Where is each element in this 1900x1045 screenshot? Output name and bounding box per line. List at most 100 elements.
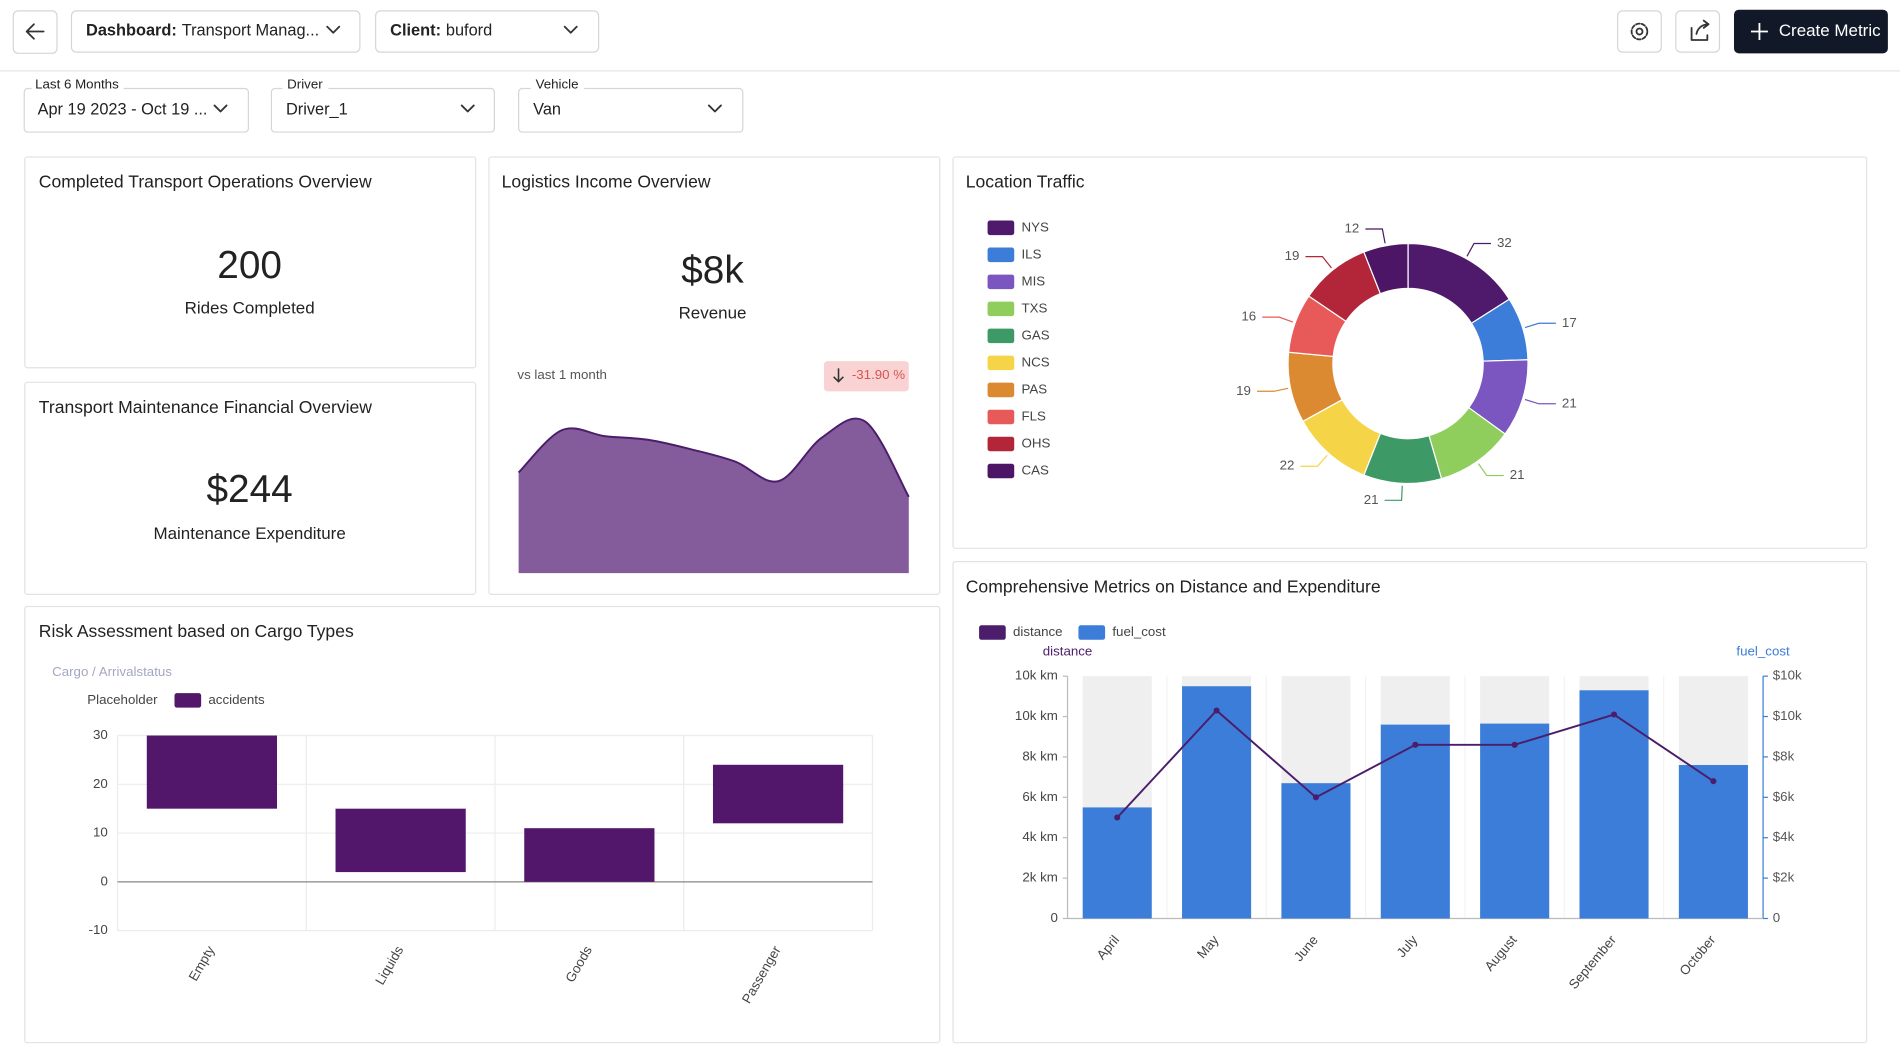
- y-axis-title: distance: [1043, 643, 1093, 658]
- client-label: Client:: [390, 22, 441, 40]
- dashboard-label: Dashboard:: [86, 22, 177, 40]
- legend-label: PAS: [1021, 381, 1047, 396]
- bar: [1182, 686, 1252, 919]
- driver-filter-box[interactable]: [270, 87, 495, 133]
- legend-swatch: [174, 693, 202, 708]
- y-tick-label: 8k km: [1022, 748, 1058, 763]
- settings-button-box[interactable]: [1617, 10, 1662, 53]
- create-metric-box[interactable]: [1733, 9, 1888, 54]
- line-point: [1114, 814, 1121, 821]
- chevron-icon: [326, 25, 341, 34]
- legend-swatch: [987, 301, 1015, 317]
- leader-line: [1524, 322, 1556, 329]
- change-value: -31.90 %: [852, 367, 905, 382]
- down-arrow-icon: [833, 368, 844, 383]
- settings-button[interactable]: [1617, 10, 1662, 53]
- legend-label: ILS: [1021, 246, 1041, 261]
- y2-axis-title: fuel_cost: [1736, 643, 1790, 658]
- filter-label: Last 6 Months: [35, 76, 119, 91]
- legend-swatch: [987, 220, 1015, 236]
- vehicle-filter-box[interactable]: [518, 87, 744, 133]
- client-select[interactable]: Client: buford: [375, 10, 600, 53]
- line-point: [1312, 794, 1319, 801]
- line-point: [1412, 741, 1419, 748]
- bar: [1380, 724, 1450, 919]
- data-label: 22: [1280, 458, 1295, 473]
- leader-line: [1365, 228, 1386, 244]
- y-tick-label: 6k km: [1022, 789, 1058, 804]
- y-tick-label: 0: [1050, 910, 1057, 925]
- y2-tick-label: $6k: [1773, 789, 1795, 804]
- kpi-card: [24, 156, 477, 369]
- kpi-card: [24, 381, 477, 595]
- legend-label: OHS: [1021, 435, 1050, 450]
- legend-swatch: [987, 463, 1015, 479]
- client-value: buford: [446, 22, 492, 40]
- line-point: [1611, 711, 1618, 718]
- legend-label: fuel_cost: [1112, 624, 1166, 639]
- dashboard-select[interactable]: Dashboard: Transport Manag...: [70, 10, 361, 53]
- legend-label: accidents: [208, 692, 265, 707]
- data-label: 21: [1364, 492, 1379, 507]
- legend-swatch: [979, 625, 1006, 640]
- bar: [146, 735, 278, 809]
- create-metric-button[interactable]: Create Metric: [1733, 9, 1888, 54]
- area: [518, 418, 909, 574]
- kpi-value: $8k: [681, 249, 744, 292]
- bar: [1678, 765, 1748, 919]
- y2-tick-label: $8k: [1773, 748, 1795, 763]
- legend-label: FLS: [1021, 408, 1046, 423]
- label-backdrop: [31, 78, 124, 91]
- y2-tick-label: $2k: [1773, 870, 1795, 885]
- client-select-box[interactable]: [375, 10, 600, 53]
- driver-filter[interactable]: Driver Driver_1: [270, 76, 495, 133]
- dashboard-select-text: Dashboard: Transport Manag...: [86, 22, 319, 40]
- bar: [335, 808, 466, 873]
- dashboard-select-box[interactable]: [70, 10, 361, 53]
- card-title: Location Traffic: [966, 172, 1085, 192]
- kpi-value: $244: [206, 468, 292, 511]
- date-filter[interactable]: Last 6 Months Apr 19 2023 - Oct 19 ...: [23, 76, 250, 133]
- y-tick-label: 10k km: [1015, 668, 1058, 683]
- vehicle-filter[interactable]: Vehicle Van: [518, 76, 744, 133]
- line-point: [1213, 707, 1220, 714]
- legend-label: NCS: [1021, 354, 1049, 369]
- data-label: 19: [1285, 248, 1300, 263]
- chevron-icon: [213, 104, 228, 113]
- kpi-value: 200: [217, 244, 282, 287]
- share-icon: [1690, 19, 1710, 41]
- y-tick-label: 30: [93, 727, 108, 742]
- bar: [1480, 723, 1550, 919]
- y-tick-label: 10k km: [1015, 708, 1058, 723]
- filter-label: Vehicle: [536, 76, 579, 91]
- leader-line: [1384, 485, 1403, 501]
- data-label: 21: [1510, 467, 1525, 482]
- card-title: Completed Transport Operations Overview: [39, 172, 372, 192]
- breadcrumb: Cargo / Arrivalstatus: [52, 664, 172, 679]
- legend-swatch: [987, 436, 1015, 452]
- y-tick-label: 20: [93, 776, 108, 791]
- risk-card: [24, 605, 941, 1044]
- line-point: [1710, 778, 1717, 785]
- share-button[interactable]: [1675, 10, 1721, 53]
- legend-label: distance: [1013, 624, 1063, 639]
- y-tick-label: 4k km: [1022, 829, 1058, 844]
- card-title: Risk Assessment based on Cargo Types: [39, 621, 354, 641]
- area-line: [517, 417, 910, 498]
- y2-tick-label: $4k: [1773, 829, 1795, 844]
- legend-label: Placeholder: [87, 692, 158, 707]
- leader-line: [1305, 256, 1332, 269]
- change-badge: [823, 361, 909, 392]
- legend-swatch: [1078, 625, 1106, 640]
- bar: [1082, 807, 1152, 919]
- date-filter-box[interactable]: [23, 87, 250, 133]
- create-metric-label: Create Metric: [1779, 21, 1881, 40]
- kpi-caption: Rides Completed: [185, 298, 315, 317]
- legend-label: GAS: [1021, 327, 1049, 342]
- bar: [1281, 783, 1351, 919]
- back-button[interactable]: [12, 10, 58, 54]
- y-tick-label: 0: [100, 873, 107, 888]
- legend-label: TXS: [1021, 300, 1047, 315]
